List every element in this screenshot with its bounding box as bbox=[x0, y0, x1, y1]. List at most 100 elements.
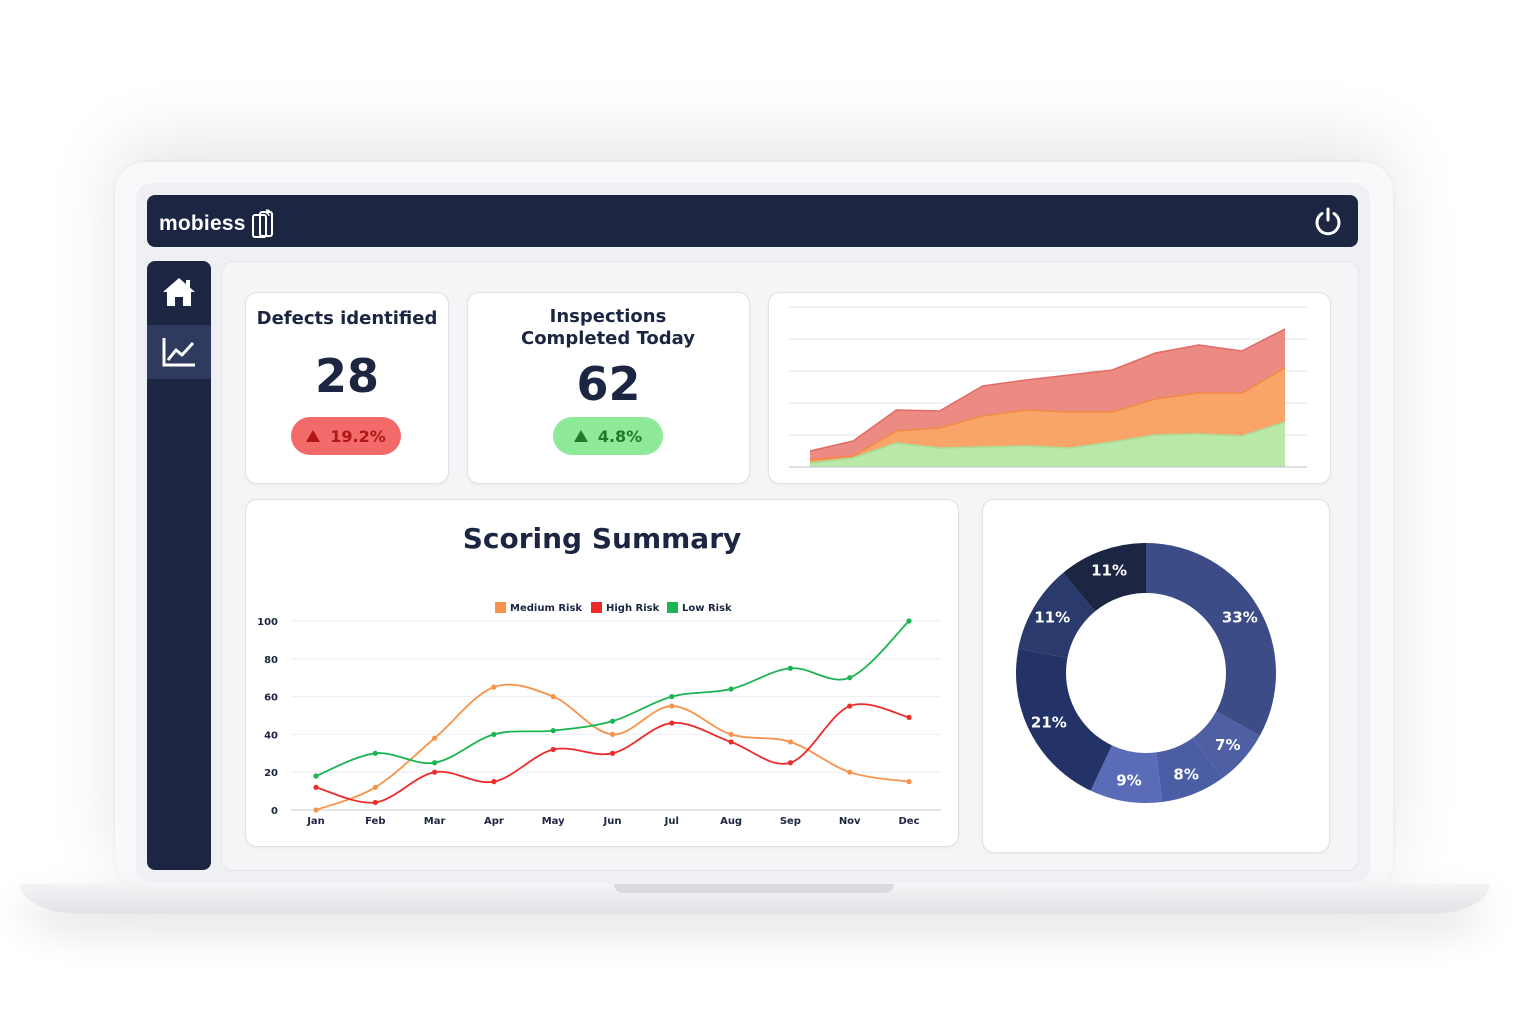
data-point bbox=[491, 779, 497, 785]
top-bar: mobiess bbox=[147, 195, 1358, 247]
data-point bbox=[372, 750, 378, 756]
data-point bbox=[491, 731, 497, 737]
power-button[interactable] bbox=[1312, 205, 1344, 237]
data-point bbox=[372, 784, 378, 790]
brand-name: mobiess bbox=[159, 212, 246, 235]
kpi-title: Defects identified bbox=[256, 308, 438, 329]
legend-swatch bbox=[591, 602, 602, 613]
y-tick-label: 20 bbox=[264, 768, 278, 779]
kpi-value: 28 bbox=[314, 349, 379, 403]
legend-label: Medium Risk bbox=[510, 603, 582, 614]
donut-slice bbox=[1146, 543, 1276, 736]
data-point bbox=[491, 684, 497, 690]
x-tick-label: Mar bbox=[424, 816, 446, 827]
slice-label: 33% bbox=[1222, 609, 1258, 627]
donut-slice bbox=[1193, 711, 1260, 779]
data-point bbox=[906, 779, 912, 785]
chart-line-icon bbox=[162, 338, 195, 367]
data-point bbox=[609, 750, 616, 756]
brand-logo[interactable]: mobiess bbox=[159, 209, 276, 239]
chart-title: Scoring Summary bbox=[462, 522, 742, 555]
line-chart: 0 20 40 60 80 100 Jan Feb Mar Apr May Jun Jul Aug Sep N… bbox=[257, 602, 941, 827]
triangle-up-icon bbox=[306, 430, 321, 442]
kpi-title: Inspections Completed Today bbox=[520, 306, 696, 349]
data-point bbox=[609, 731, 616, 737]
sidebar-item-home[interactable] bbox=[147, 265, 211, 319]
home-icon bbox=[163, 278, 195, 306]
data-point bbox=[847, 769, 853, 775]
area-chart bbox=[789, 306, 1307, 468]
data-point bbox=[787, 665, 794, 671]
slice-label: 9% bbox=[1116, 772, 1141, 790]
power-icon bbox=[1315, 207, 1341, 236]
x-tick-label: Sep bbox=[780, 816, 801, 827]
data-point bbox=[313, 784, 319, 790]
area-edge-red bbox=[809, 328, 1286, 452]
slice-label: 7% bbox=[1215, 736, 1240, 754]
slice-label: 8% bbox=[1173, 765, 1198, 783]
data-point bbox=[906, 714, 912, 720]
data-point bbox=[432, 760, 438, 766]
x-tick-label: Feb bbox=[365, 816, 385, 827]
data-point bbox=[609, 718, 616, 724]
y-tick-label: 60 bbox=[264, 693, 278, 704]
legend-label: Low Risk bbox=[682, 603, 732, 614]
data-point bbox=[372, 799, 378, 806]
y-tick-label: 100 bbox=[257, 617, 278, 628]
area-series-red bbox=[810, 329, 1285, 460]
x-tick-label: Jan bbox=[306, 816, 325, 827]
kpi-change: 4.8% bbox=[597, 426, 643, 446]
donut-slice bbox=[1090, 745, 1163, 803]
legend-label: High Risk bbox=[606, 603, 660, 614]
kpi-card-inspections: Inspections Completed Today 62 4.8% bbox=[467, 292, 750, 484]
y-tick-label: 0 bbox=[271, 806, 278, 817]
data-point bbox=[847, 703, 853, 709]
x-tick-label: Jun bbox=[603, 816, 622, 827]
kpi-value: 62 bbox=[576, 357, 641, 411]
x-tick-label: Aug bbox=[720, 816, 742, 827]
data-point bbox=[313, 773, 319, 779]
y-tick-label: 80 bbox=[264, 655, 278, 666]
data-point bbox=[669, 720, 675, 726]
x-tick-label: May bbox=[542, 816, 565, 827]
x-tick-label: Dec bbox=[898, 816, 919, 827]
donut-slice bbox=[1063, 543, 1146, 612]
donut-slice bbox=[1018, 572, 1096, 659]
legend-swatch bbox=[667, 602, 678, 613]
data-point bbox=[787, 739, 794, 745]
area-edge-orange bbox=[809, 367, 1286, 461]
area-series-green bbox=[810, 422, 1285, 467]
slice-label: 21% bbox=[1031, 713, 1067, 731]
data-point bbox=[728, 686, 734, 692]
kpi-card-defects: Defects identified 28 19.2% bbox=[245, 292, 449, 484]
donut-chart: 33% 7% 8% 9% 21% 11% 11% bbox=[1016, 543, 1276, 803]
x-tick-label: Jul bbox=[664, 816, 679, 827]
laptop-notch bbox=[614, 884, 894, 893]
x-tick-label: Apr bbox=[484, 816, 504, 827]
data-point bbox=[906, 618, 912, 624]
data-point bbox=[787, 760, 794, 766]
kpi-change-badge: 4.8% bbox=[553, 417, 663, 455]
scoring-summary-card: Scoring Summary 0 20 40 60 80 100 Jan Feb Mar Apr… bbox=[245, 499, 959, 847]
series-line bbox=[315, 683, 910, 811]
donut-chart-card: 33% 7% 8% 9% 21% 11% 11% bbox=[982, 499, 1330, 853]
data-point bbox=[669, 694, 675, 700]
kpi-change: 19.2% bbox=[330, 426, 386, 446]
phone-wifi-icon bbox=[251, 209, 273, 238]
legend-swatch bbox=[495, 602, 506, 613]
kpi-change-badge: 19.2% bbox=[291, 417, 401, 455]
data-point bbox=[847, 675, 853, 681]
donut-slice bbox=[1016, 648, 1112, 791]
slice-label: 11% bbox=[1034, 609, 1070, 627]
data-point bbox=[669, 703, 675, 709]
area-series-orange bbox=[810, 368, 1285, 463]
sidebar-item-analytics[interactable] bbox=[147, 325, 211, 379]
data-point bbox=[728, 739, 734, 745]
sidebar bbox=[147, 261, 211, 870]
area-edge-green bbox=[809, 421, 1286, 464]
donut-slice bbox=[1156, 737, 1223, 802]
area-chart-card bbox=[768, 292, 1331, 484]
data-point bbox=[313, 807, 319, 813]
data-point bbox=[432, 735, 438, 741]
data-point bbox=[728, 731, 734, 737]
